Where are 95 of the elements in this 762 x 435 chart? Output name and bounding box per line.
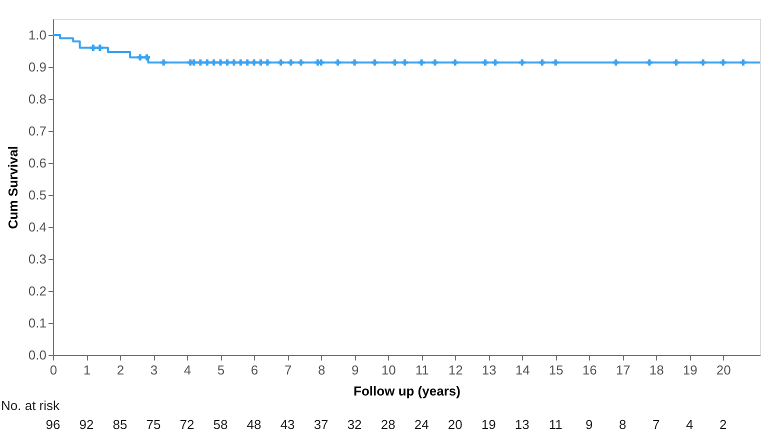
x-tick-label: 8	[318, 362, 326, 378]
text: 2	[720, 417, 727, 432]
x-tick-label: 20	[716, 362, 731, 378]
point	[204, 59, 210, 66]
x-tick-label: 7	[284, 362, 292, 378]
text: 8	[619, 417, 626, 432]
y-tick-label: 0.7	[28, 124, 46, 138]
text: 58	[213, 417, 228, 432]
y-tick-label: 0.3	[28, 252, 46, 266]
y-tick-label: 0.2	[28, 284, 46, 298]
x-tick-label: 5	[217, 362, 225, 378]
text: 7	[652, 417, 660, 432]
point	[372, 59, 378, 66]
point	[700, 59, 706, 66]
point	[392, 59, 398, 66]
point	[160, 59, 167, 66]
point	[230, 59, 238, 66]
point	[144, 54, 150, 61]
point	[673, 59, 680, 66]
point	[197, 59, 204, 66]
point	[217, 59, 224, 66]
text: No. at risk	[1, 398, 60, 413]
point	[518, 59, 526, 66]
x-tick-label: 0	[50, 362, 58, 378]
text: 92	[79, 417, 94, 432]
text: 20	[448, 417, 462, 432]
x-tick-label: 14	[515, 362, 530, 378]
y-tick-label: 0.5	[28, 188, 46, 202]
y-tick-label: 0.6	[28, 156, 46, 170]
point	[740, 59, 746, 66]
y-axis-title: Cum Survival	[5, 146, 20, 230]
point	[298, 59, 304, 66]
point	[190, 59, 197, 66]
point	[244, 59, 251, 66]
x-tick-label: 12	[448, 362, 463, 378]
x-tick-label: 1	[83, 362, 91, 378]
point	[210, 59, 217, 66]
point	[402, 59, 408, 66]
x-tick-label: 18	[649, 362, 664, 378]
text: 43	[280, 417, 295, 432]
x-tick-label: 3	[150, 362, 158, 378]
text: 24	[414, 417, 429, 432]
x-tick-label: 11	[415, 362, 429, 378]
y-tick-label: 0.9	[28, 60, 46, 74]
point	[720, 59, 726, 66]
text: 37	[314, 417, 328, 432]
text: 72	[180, 417, 194, 432]
point	[539, 59, 546, 66]
x-tick-label: 10	[381, 362, 396, 378]
point	[351, 59, 358, 66]
text: 19	[481, 417, 496, 432]
y-tick-label: 0.8	[28, 92, 46, 106]
x-tick-label: 17	[616, 362, 630, 378]
text: 28	[380, 417, 396, 432]
text: 11	[548, 417, 562, 432]
x-tick-label: 9	[351, 362, 359, 378]
point	[646, 59, 653, 66]
x-axis-title: Follow up (years)	[354, 384, 460, 398]
y-tick-label: 1.0	[28, 28, 46, 42]
point	[418, 59, 425, 66]
y-tick-label: 0.0	[28, 348, 46, 362]
point	[334, 59, 341, 66]
point	[258, 59, 264, 66]
x-tick-label: 13	[482, 362, 496, 378]
point	[90, 44, 96, 51]
y-tick-label: 0.1	[28, 316, 46, 330]
point	[237, 59, 244, 66]
text: 13	[514, 417, 530, 432]
y-tick-label: 0.4	[28, 220, 46, 234]
point	[452, 59, 458, 66]
x-tick-label: 15	[548, 362, 564, 378]
point	[224, 59, 230, 66]
point	[552, 59, 559, 66]
point	[432, 59, 438, 66]
text: 32	[347, 417, 362, 432]
x-tick-label: 19	[682, 362, 698, 378]
point	[612, 59, 620, 66]
text: 75	[146, 417, 161, 432]
x-tick-label: 16	[582, 362, 597, 378]
point	[278, 59, 284, 66]
text: 48	[246, 417, 262, 432]
point	[264, 59, 271, 66]
text: 9	[585, 417, 593, 432]
x-tick-label: 6	[250, 362, 258, 378]
text: 85	[112, 417, 128, 432]
point	[96, 44, 104, 51]
point	[492, 59, 498, 66]
point	[288, 59, 294, 66]
x-tick-label: 4	[184, 362, 192, 378]
text: 4	[686, 417, 694, 432]
x-tick-label: 2	[116, 362, 124, 378]
point	[482, 59, 488, 66]
point	[250, 59, 258, 66]
text: 96	[46, 417, 60, 432]
point	[136, 54, 144, 61]
